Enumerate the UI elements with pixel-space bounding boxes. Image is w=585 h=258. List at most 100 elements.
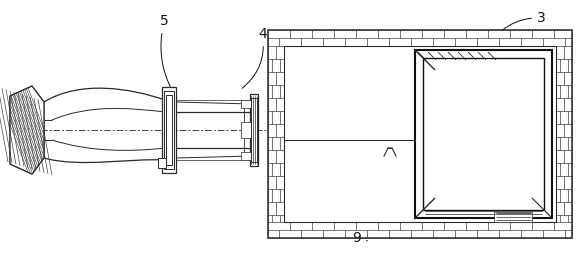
Text: 3: 3	[502, 11, 546, 30]
Bar	[268, 111, 272, 124]
Bar	[564, 202, 572, 215]
Bar	[280, 215, 284, 222]
Bar	[564, 150, 572, 163]
Bar	[488, 222, 510, 230]
Bar	[268, 150, 276, 163]
Bar	[477, 38, 499, 46]
Bar	[280, 163, 284, 176]
Bar	[564, 124, 572, 137]
Bar	[290, 222, 312, 230]
Text: 5: 5	[160, 14, 171, 90]
Bar	[565, 38, 572, 46]
Bar	[268, 137, 272, 150]
Bar	[564, 46, 572, 59]
Bar	[499, 230, 521, 238]
Bar	[378, 222, 400, 230]
Bar	[560, 137, 568, 150]
Bar	[276, 72, 284, 85]
Bar	[268, 30, 290, 38]
Bar	[433, 230, 455, 238]
Bar	[345, 230, 367, 238]
Bar	[422, 222, 444, 230]
Bar	[466, 222, 488, 230]
Bar	[466, 30, 488, 38]
Bar	[356, 30, 378, 38]
Bar	[268, 202, 276, 215]
Bar	[389, 230, 411, 238]
Bar	[280, 85, 284, 98]
Bar	[276, 98, 284, 111]
Bar	[312, 222, 334, 230]
Bar	[276, 202, 284, 215]
Bar	[334, 30, 356, 38]
Bar	[556, 72, 564, 85]
Bar	[411, 38, 433, 46]
Bar	[272, 163, 280, 176]
Bar	[345, 38, 367, 46]
Bar	[477, 230, 499, 238]
Bar	[556, 111, 560, 124]
Bar	[164, 91, 174, 169]
Bar	[279, 38, 301, 46]
Bar	[556, 150, 564, 163]
Bar	[272, 215, 280, 222]
Bar	[556, 189, 560, 202]
Bar	[276, 150, 284, 163]
Bar	[521, 38, 543, 46]
Bar	[560, 111, 568, 124]
Bar	[268, 98, 276, 111]
Bar	[276, 46, 284, 59]
Bar	[389, 38, 411, 46]
Bar	[411, 230, 433, 238]
Bar	[556, 124, 564, 137]
Bar	[556, 202, 564, 215]
Bar	[554, 30, 572, 38]
Bar	[556, 85, 560, 98]
Bar	[568, 85, 572, 98]
Bar	[268, 59, 272, 72]
Bar	[560, 189, 568, 202]
Bar	[268, 38, 279, 46]
Bar	[272, 189, 280, 202]
Bar	[272, 111, 280, 124]
Bar	[400, 222, 422, 230]
Bar	[556, 176, 564, 189]
Bar	[510, 222, 532, 230]
Bar	[162, 87, 176, 173]
Polygon shape	[10, 86, 44, 174]
Bar	[423, 58, 544, 210]
Bar	[301, 230, 323, 238]
Bar	[250, 94, 258, 166]
Bar	[241, 100, 251, 108]
Bar	[241, 152, 251, 160]
Bar	[272, 59, 280, 72]
Bar	[268, 222, 290, 230]
Bar	[560, 215, 568, 222]
Bar	[494, 212, 532, 222]
Bar	[367, 230, 389, 238]
Bar	[158, 158, 166, 168]
Bar	[532, 222, 554, 230]
Bar	[166, 95, 172, 165]
Bar	[268, 46, 276, 59]
Bar	[268, 189, 272, 202]
Bar	[455, 38, 477, 46]
Bar	[488, 30, 510, 38]
Bar	[356, 222, 378, 230]
Bar	[378, 30, 400, 38]
Bar	[272, 137, 280, 150]
Bar	[400, 30, 422, 38]
Bar	[543, 38, 565, 46]
Bar	[280, 59, 284, 72]
Bar	[556, 215, 560, 222]
Bar	[554, 222, 572, 230]
Bar	[415, 50, 552, 218]
Bar	[556, 59, 560, 72]
Text: 4: 4	[242, 27, 267, 88]
Polygon shape	[10, 86, 44, 174]
Bar	[568, 163, 572, 176]
Bar	[280, 189, 284, 202]
Bar	[268, 163, 272, 176]
Bar	[268, 124, 276, 137]
Bar	[268, 215, 272, 222]
